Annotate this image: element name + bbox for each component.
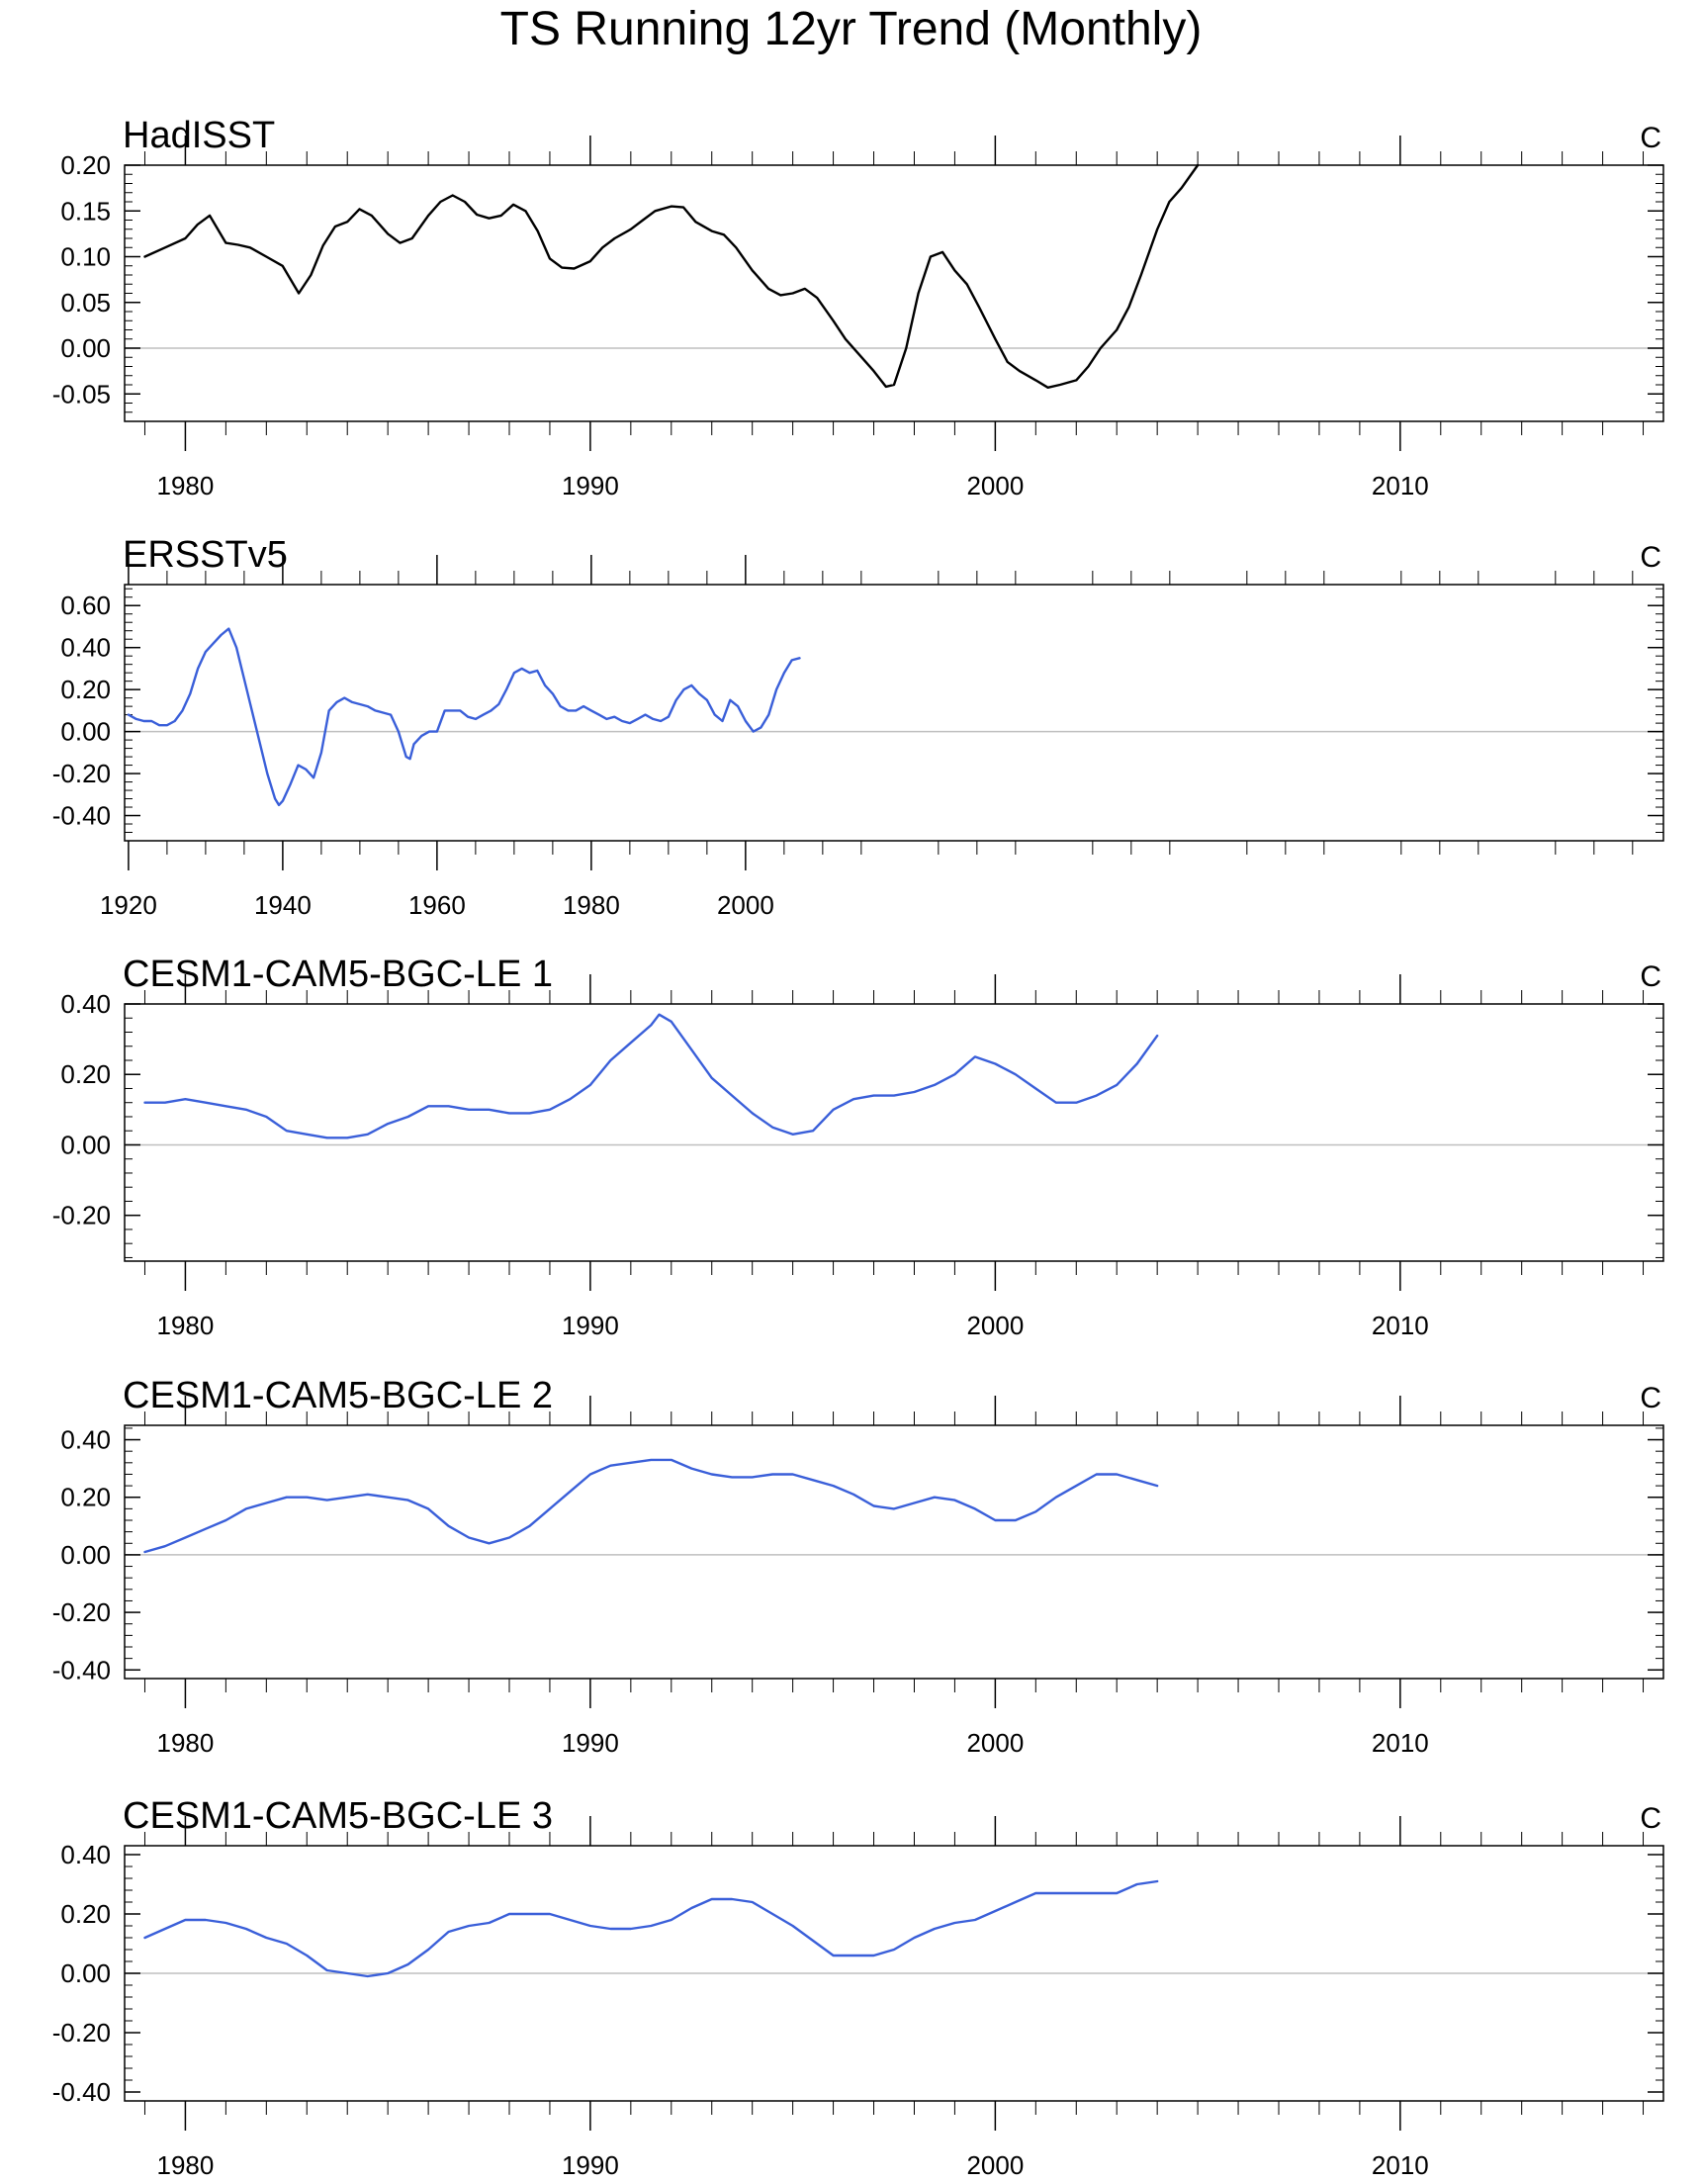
y-tick-label: 0.00 [60, 1540, 111, 1570]
y-tick-label: 0.20 [60, 150, 111, 180]
x-tick-label: 1920 [100, 890, 157, 920]
chart-panel-5: CESM1-CAM5-BGC-LE 3 C -0.40 -0.20 0.00 0.20 0.… [52, 1795, 1664, 2180]
y-tick-label: 0.20 [60, 1059, 111, 1089]
y-tick-label: -0.20 [52, 1597, 111, 1627]
plot-frame [124, 1424, 1664, 1680]
y-tick-label: 0.20 [60, 675, 111, 704]
y-tick-label: 0.00 [60, 717, 111, 747]
plot-frame [124, 1003, 1664, 1262]
x-tick-label: 1980 [156, 471, 214, 500]
y-tick-label: 0.00 [60, 1958, 111, 1988]
y-tick-label: 0.40 [60, 633, 111, 663]
chart-panel-3: CESM1-CAM5-BGC-LE 1 C -0.20 0.00 0.20 0.40 198… [52, 954, 1664, 1340]
y-tick-label: 0.10 [60, 242, 111, 272]
x-tick-label: 1940 [254, 890, 312, 920]
x-tick-label: 1990 [562, 2150, 619, 2180]
x-tick-label: 2010 [1372, 1728, 1429, 1758]
y-tick-label: 0.20 [60, 1899, 111, 1929]
y-tick-label: -0.20 [52, 2018, 111, 2048]
x-tick-label: 2000 [966, 471, 1024, 500]
y-tick-label: -0.20 [52, 759, 111, 788]
x-tick-label: 1990 [562, 471, 619, 500]
y-tick-label: 0.40 [60, 1425, 111, 1455]
x-tick-label: 1990 [562, 1311, 619, 1340]
x-tick-label: 2000 [966, 1728, 1024, 1758]
panel-title: ERSSTv5 [123, 534, 288, 576]
plot-frame [124, 584, 1664, 842]
plot-frame [124, 1845, 1664, 2102]
panel-title: HadISST [123, 115, 275, 156]
chart-panel-2: ERSSTv5 C -0.40 -0.20 0.00 0.20 0.40 0.60 1920 19… [52, 534, 1664, 920]
chart-panel-1: HadISST C -0.05 0.00 0.05 0.10 0.15 0.20 1980 199… [52, 115, 1664, 500]
units-label: C [1640, 1802, 1661, 1835]
page-title: TS Running 12yr Trend (Monthly) [499, 3, 1203, 55]
x-tick-label: 2000 [966, 2150, 1024, 2180]
panel-title: CESM1-CAM5-BGC-LE 1 [123, 954, 553, 995]
y-tick-label: -0.05 [52, 379, 111, 409]
y-tick-label: 0.15 [60, 196, 111, 226]
x-tick-label: 1980 [156, 1311, 214, 1340]
panel-title: CESM1-CAM5-BGC-LE 2 [123, 1375, 553, 1416]
series-line [143, 163, 1200, 389]
units-label: C [1640, 960, 1661, 993]
y-tick-label: -0.40 [52, 1655, 111, 1684]
x-tick-label: 2010 [1372, 1311, 1429, 1340]
panel-title: CESM1-CAM5-BGC-LE 3 [123, 1795, 553, 1837]
units-label: C [1640, 122, 1661, 154]
x-tick-label: 2010 [1372, 471, 1429, 500]
y-tick-label: -0.40 [52, 2077, 111, 2107]
y-tick-label: 0.40 [60, 1840, 111, 1869]
y-tick-label: 0.60 [60, 591, 111, 620]
y-tick-label: 0.00 [60, 1130, 111, 1159]
plot-frame [124, 164, 1664, 422]
y-tick-label: 0.05 [60, 288, 111, 318]
y-tick-label: 0.40 [60, 989, 111, 1019]
x-tick-label: 1990 [562, 1728, 619, 1758]
units-label: C [1640, 1382, 1661, 1414]
x-tick-label: 2000 [717, 890, 774, 920]
y-tick-label: -0.20 [52, 1201, 111, 1230]
units-label: C [1640, 541, 1661, 574]
series-line [143, 1013, 1159, 1139]
x-tick-label: 2000 [966, 1311, 1024, 1340]
chart-panel-4: CESM1-CAM5-BGC-LE 2 C -0.40 -0.20 0.00 0.20 0.… [52, 1375, 1664, 1758]
x-tick-label: 2010 [1372, 2150, 1429, 2180]
series-line [143, 1458, 1159, 1554]
series-line [143, 1879, 1159, 1978]
y-tick-label: 0.00 [60, 333, 111, 363]
series-line [127, 627, 801, 807]
x-tick-label: 1980 [156, 1728, 214, 1758]
x-tick-label: 1980 [563, 890, 620, 920]
x-tick-label: 1960 [408, 890, 466, 920]
y-tick-label: 0.20 [60, 1483, 111, 1512]
y-tick-label: -0.40 [52, 801, 111, 831]
x-tick-label: 1980 [156, 2150, 214, 2180]
